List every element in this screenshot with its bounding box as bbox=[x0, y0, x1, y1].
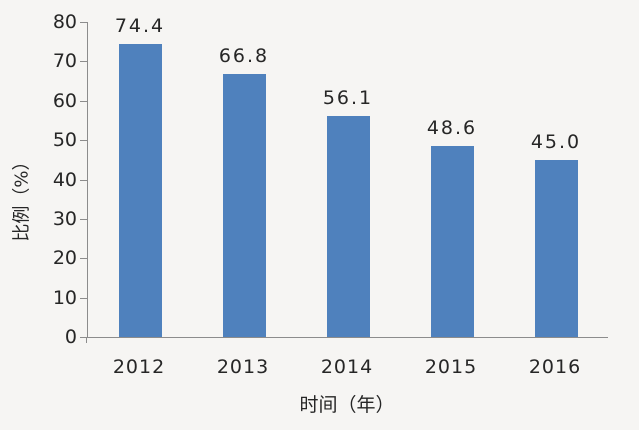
bar-value-label: 66.8 bbox=[218, 45, 270, 67]
y-tick-label: 20 bbox=[52, 247, 77, 269]
y-tick-label: 30 bbox=[52, 208, 77, 230]
y-tick-mark bbox=[80, 101, 87, 102]
bar-value-label: 74.4 bbox=[114, 15, 166, 37]
y-tick-label: 10 bbox=[52, 287, 77, 309]
x-tick-label: 2013 bbox=[216, 356, 270, 378]
y-tick-mark bbox=[80, 180, 87, 181]
x-tick-label: 2014 bbox=[320, 356, 374, 378]
y-tick-mark bbox=[80, 258, 87, 259]
bar bbox=[326, 116, 370, 337]
bar bbox=[534, 160, 578, 337]
bar bbox=[118, 44, 162, 337]
y-tick-label: 80 bbox=[52, 11, 77, 33]
y-tick-label: 70 bbox=[52, 50, 77, 72]
y-tick-label: 0 bbox=[64, 326, 77, 348]
y-tick-mark bbox=[80, 140, 87, 141]
y-tick-mark bbox=[80, 298, 87, 299]
y-tick-label: 50 bbox=[52, 129, 77, 151]
y-tick-label: 40 bbox=[52, 169, 77, 191]
y-tick-mark bbox=[80, 61, 87, 62]
y-tick-mark bbox=[80, 219, 87, 220]
x-tick-label: 2015 bbox=[424, 356, 478, 378]
plot-area: 74.4 66.8 56.1 48.6 45.0 bbox=[87, 15, 608, 338]
bar bbox=[222, 74, 266, 337]
y-tick-mark bbox=[80, 337, 87, 338]
x-tick-label: 2012 bbox=[112, 356, 166, 378]
bar bbox=[430, 146, 474, 337]
x-axis-corner-tick bbox=[86, 338, 87, 343]
bar-value-label: 45.0 bbox=[530, 131, 582, 153]
y-tick-mark bbox=[80, 22, 87, 23]
x-tick-label: 2016 bbox=[528, 356, 582, 378]
x-axis-title: 时间（年） bbox=[299, 394, 395, 416]
bar-value-label: 56.1 bbox=[322, 87, 374, 109]
bar-value-label: 48.6 bbox=[426, 117, 478, 139]
y-tick-label: 60 bbox=[52, 90, 77, 112]
